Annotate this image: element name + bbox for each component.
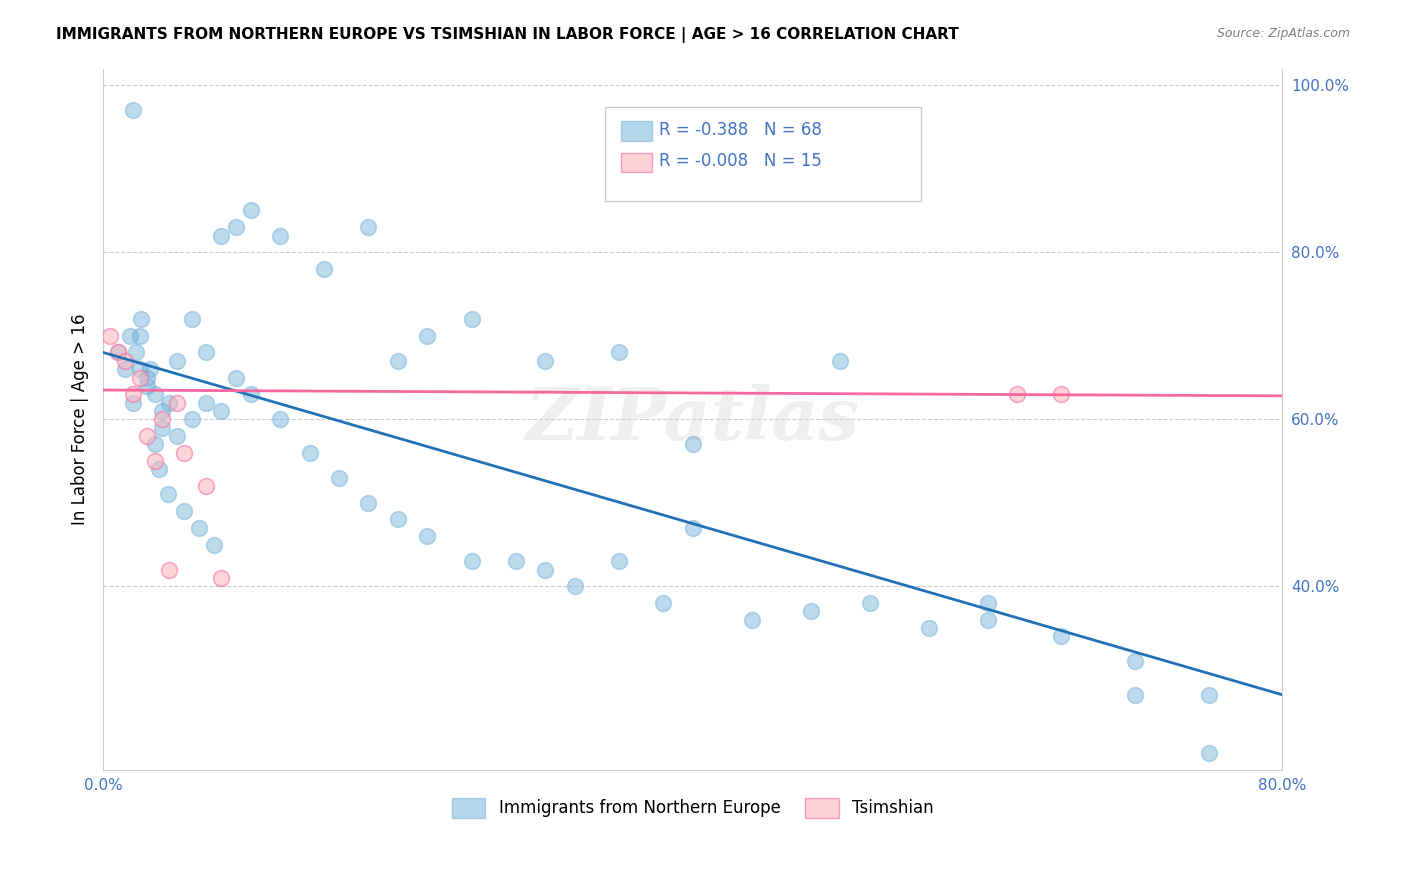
Point: [564, 579, 586, 593]
Point: [652, 596, 675, 610]
Point: [209, 571, 232, 585]
Point: [150, 420, 173, 434]
Point: [129, 370, 152, 384]
Point: [859, 596, 882, 610]
Point: [357, 220, 380, 235]
Point: [607, 345, 630, 359]
Point: [357, 496, 380, 510]
Point: [505, 554, 527, 568]
Point: [918, 621, 941, 635]
Point: [976, 596, 998, 610]
Point: [225, 370, 247, 384]
Point: [416, 328, 439, 343]
Text: IMMIGRANTS FROM NORTHERN EUROPE VS TSIMSHIAN IN LABOR FORCE | AGE > 16 CORRELATI: IMMIGRANTS FROM NORTHERN EUROPE VS TSIMS…: [56, 27, 959, 43]
Point: [269, 412, 291, 426]
Point: [129, 328, 152, 343]
Text: R = -0.388   N = 68: R = -0.388 N = 68: [659, 121, 823, 139]
Text: R = -0.008   N = 15: R = -0.008 N = 15: [659, 153, 823, 170]
Point: [314, 262, 336, 277]
Point: [166, 429, 188, 443]
Point: [131, 312, 153, 326]
Point: [173, 504, 195, 518]
Point: [173, 445, 195, 459]
Point: [387, 512, 409, 526]
Point: [800, 604, 823, 618]
Point: [1198, 747, 1220, 761]
Y-axis label: In Labor Force | Age > 16: In Labor Force | Age > 16: [72, 313, 89, 525]
Point: [195, 479, 218, 493]
Point: [209, 228, 232, 243]
Point: [460, 554, 482, 568]
Point: [180, 412, 202, 426]
Point: [416, 529, 439, 543]
Point: [188, 521, 211, 535]
Point: [121, 387, 143, 401]
Point: [143, 387, 166, 401]
Point: [118, 328, 141, 343]
Point: [534, 353, 557, 368]
Point: [136, 370, 159, 384]
Point: [1050, 387, 1073, 401]
Point: [166, 353, 188, 368]
Point: [114, 362, 136, 376]
Point: [976, 613, 998, 627]
Point: [328, 471, 350, 485]
Point: [682, 437, 704, 451]
Point: [107, 345, 129, 359]
Point: [1123, 688, 1146, 702]
Point: [136, 429, 159, 443]
Text: Source: ZipAtlas.com: Source: ZipAtlas.com: [1216, 27, 1350, 40]
Point: [387, 353, 409, 368]
Point: [166, 395, 188, 409]
Point: [124, 345, 146, 359]
Point: [202, 537, 225, 551]
Point: [121, 395, 143, 409]
Point: [298, 445, 321, 459]
Point: [682, 521, 704, 535]
Point: [195, 345, 218, 359]
Point: [239, 387, 262, 401]
Point: [741, 613, 763, 627]
Point: [143, 454, 166, 468]
Point: [136, 379, 159, 393]
Point: [143, 437, 166, 451]
Point: [830, 353, 852, 368]
Point: [269, 228, 291, 243]
Point: [1005, 387, 1028, 401]
Point: [148, 462, 170, 476]
Point: [159, 395, 181, 409]
Legend: Immigrants from Northern Europe, Tsimshian: Immigrants from Northern Europe, Tsimshi…: [446, 791, 941, 825]
Point: [1198, 688, 1220, 702]
Point: [129, 362, 152, 376]
Point: [107, 345, 129, 359]
Point: [607, 554, 630, 568]
Point: [195, 395, 218, 409]
Point: [1050, 629, 1073, 643]
Point: [225, 220, 247, 235]
Point: [100, 328, 122, 343]
Point: [159, 563, 181, 577]
Point: [114, 353, 136, 368]
Point: [150, 404, 173, 418]
Point: [239, 203, 262, 218]
Point: [150, 412, 173, 426]
Point: [156, 487, 179, 501]
Point: [209, 404, 232, 418]
Point: [121, 103, 143, 118]
Point: [180, 312, 202, 326]
Point: [1123, 655, 1146, 669]
Point: [534, 563, 557, 577]
Point: [139, 362, 162, 376]
Text: ZIPatlas: ZIPatlas: [526, 384, 860, 455]
Point: [460, 312, 482, 326]
